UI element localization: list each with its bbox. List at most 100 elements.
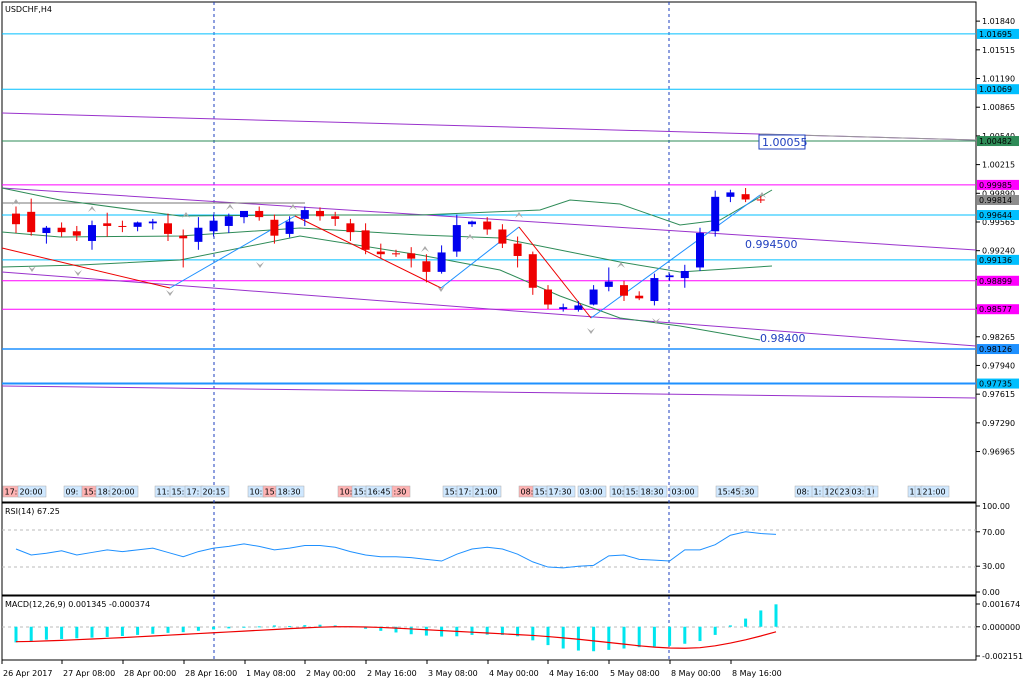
period-label-box bbox=[17, 485, 47, 498]
candle-body[interactable] bbox=[133, 222, 142, 227]
trend-line[interactable] bbox=[1, 187, 977, 251]
period-label: 03:00 bbox=[672, 488, 695, 497]
candle-body[interactable] bbox=[194, 227, 203, 242]
macd-bar bbox=[592, 626, 596, 652]
period-label-box bbox=[739, 485, 759, 498]
candle-body[interactable] bbox=[164, 223, 172, 234]
price-level-label: 0.98126 bbox=[979, 345, 1012, 354]
candle-body[interactable] bbox=[12, 213, 20, 225]
price-tick-label: 0.99890 bbox=[982, 189, 1015, 198]
candle-body[interactable] bbox=[407, 253, 416, 259]
candle-body[interactable] bbox=[468, 221, 476, 225]
candle-body[interactable] bbox=[498, 229, 507, 244]
candle-body[interactable] bbox=[42, 227, 51, 234]
macd-bar bbox=[318, 624, 322, 627]
macd-bar bbox=[531, 626, 535, 641]
candle-body[interactable] bbox=[544, 289, 552, 305]
candle-body[interactable] bbox=[72, 231, 81, 236]
macd-bar bbox=[652, 626, 656, 647]
macd-panel[interactable] bbox=[1, 595, 977, 661]
candle-body[interactable] bbox=[331, 216, 340, 219]
period-label-box bbox=[577, 485, 607, 498]
candle-body[interactable] bbox=[635, 295, 644, 299]
candle-body[interactable] bbox=[756, 199, 765, 201]
candle-body[interactable] bbox=[316, 210, 324, 217]
candle-body[interactable] bbox=[513, 243, 522, 256]
candle-body[interactable] bbox=[726, 192, 735, 197]
candle-body[interactable] bbox=[392, 253, 400, 255]
macd-bar bbox=[14, 626, 18, 643]
period-label: 17: bbox=[5, 488, 18, 497]
period-label: 11: bbox=[157, 488, 170, 497]
price-level-box bbox=[977, 254, 1019, 265]
candle-body[interactable] bbox=[574, 305, 583, 310]
candle-body[interactable] bbox=[376, 251, 385, 255]
period-label-box bbox=[200, 485, 230, 498]
fractal-marker bbox=[74, 270, 82, 276]
price-tick-label: 0.97290 bbox=[982, 419, 1015, 428]
annotation-box[interactable] bbox=[758, 134, 806, 150]
macd-bar bbox=[576, 626, 580, 651]
trend-line[interactable] bbox=[1, 271, 977, 347]
candle-body[interactable] bbox=[179, 235, 188, 239]
candle-body[interactable] bbox=[589, 289, 598, 305]
candle-body[interactable] bbox=[528, 254, 537, 288]
candle-body[interactable] bbox=[559, 307, 568, 309]
candle-body[interactable] bbox=[148, 221, 157, 224]
candle-body[interactable] bbox=[741, 194, 750, 200]
candle-body[interactable] bbox=[240, 210, 248, 218]
candle-body[interactable] bbox=[285, 221, 294, 234]
candle-body[interactable] bbox=[361, 230, 370, 250]
candle-body[interactable] bbox=[270, 219, 279, 236]
candle-body[interactable] bbox=[57, 227, 66, 233]
candle-body[interactable] bbox=[696, 233, 704, 268]
candle-body[interactable] bbox=[103, 223, 112, 226]
candle-body[interactable] bbox=[604, 281, 613, 287]
rsi-line[interactable] bbox=[15, 531, 777, 569]
candle-body[interactable] bbox=[711, 196, 720, 232]
period-label: 17: bbox=[459, 488, 472, 497]
candle-body[interactable] bbox=[650, 278, 659, 302]
symbol-title: USDCHF,H4 bbox=[5, 5, 52, 14]
period-label: 15: bbox=[626, 488, 639, 497]
candle-body[interactable] bbox=[27, 211, 36, 233]
fractal-marker bbox=[289, 204, 297, 210]
macd-bar bbox=[75, 626, 79, 639]
candle-body[interactable] bbox=[300, 210, 309, 219]
price-tick-label: 0.99565 bbox=[982, 218, 1015, 227]
macd-bar bbox=[774, 604, 778, 627]
macd-bar bbox=[698, 626, 702, 642]
rsi-panel[interactable] bbox=[1, 502, 977, 596]
macd-bar bbox=[303, 625, 307, 627]
fractal-marker bbox=[466, 234, 474, 240]
rsi-tick-label: 70.00 bbox=[982, 528, 1005, 537]
macd-tick-label: -0.002151 bbox=[982, 652, 1023, 661]
candle-body[interactable] bbox=[680, 270, 689, 279]
price-level-box bbox=[977, 179, 1019, 190]
candle-body[interactable] bbox=[118, 225, 127, 227]
macd-bar bbox=[728, 625, 732, 627]
candle-body[interactable] bbox=[437, 252, 446, 272]
candle-body[interactable] bbox=[620, 285, 628, 296]
candle-body[interactable] bbox=[209, 220, 218, 232]
price-level-label: 1.00482 bbox=[979, 137, 1012, 146]
candle-body[interactable] bbox=[255, 210, 264, 218]
period-label: 1 bbox=[867, 488, 872, 497]
period-label: 15: bbox=[445, 488, 458, 497]
rsi-tick-label: 0.00 bbox=[982, 588, 1000, 597]
candle-body[interactable] bbox=[422, 261, 431, 272]
candle-body[interactable] bbox=[665, 275, 674, 278]
macd-bar bbox=[60, 626, 64, 639]
trend-line[interactable] bbox=[1, 385, 977, 399]
candle-body[interactable] bbox=[346, 223, 355, 233]
period-label: 15: bbox=[172, 488, 185, 497]
candle-body[interactable] bbox=[88, 225, 96, 241]
period-label-box bbox=[472, 485, 502, 498]
price-level-box bbox=[977, 378, 1019, 389]
price-tick-label: 0.96965 bbox=[982, 448, 1015, 457]
candle-body[interactable] bbox=[224, 216, 233, 226]
candle-body[interactable] bbox=[483, 221, 492, 230]
candle-body[interactable] bbox=[452, 225, 461, 252]
price-panel[interactable] bbox=[1, 1, 977, 503]
